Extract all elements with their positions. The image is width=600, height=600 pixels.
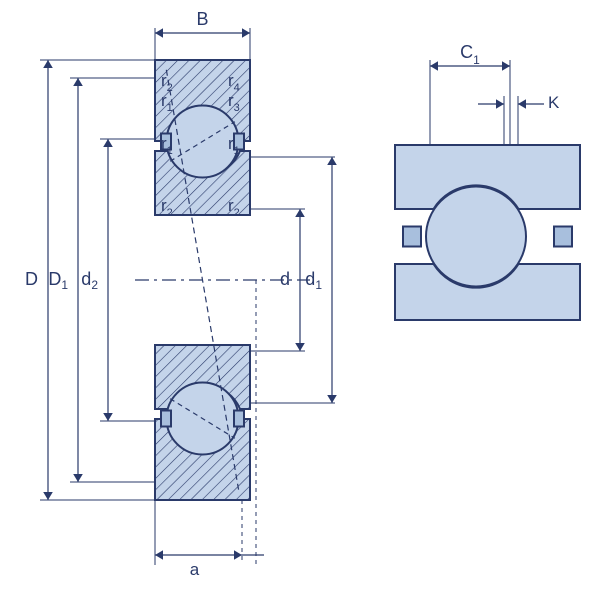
- svg-text:D: D: [25, 269, 38, 289]
- svg-text:d1: d1: [305, 269, 322, 292]
- svg-text:a: a: [190, 560, 200, 579]
- bearing-diagram: r2r1r4r3r1r2r1r2DD1d2dd1BaC1K: [0, 0, 600, 600]
- svg-text:d: d: [280, 269, 290, 289]
- svg-text:D1: D1: [48, 269, 68, 292]
- svg-text:K: K: [548, 93, 560, 112]
- svg-text:B: B: [196, 9, 208, 29]
- svg-text:C1: C1: [460, 42, 480, 67]
- svg-text:d2: d2: [81, 269, 98, 292]
